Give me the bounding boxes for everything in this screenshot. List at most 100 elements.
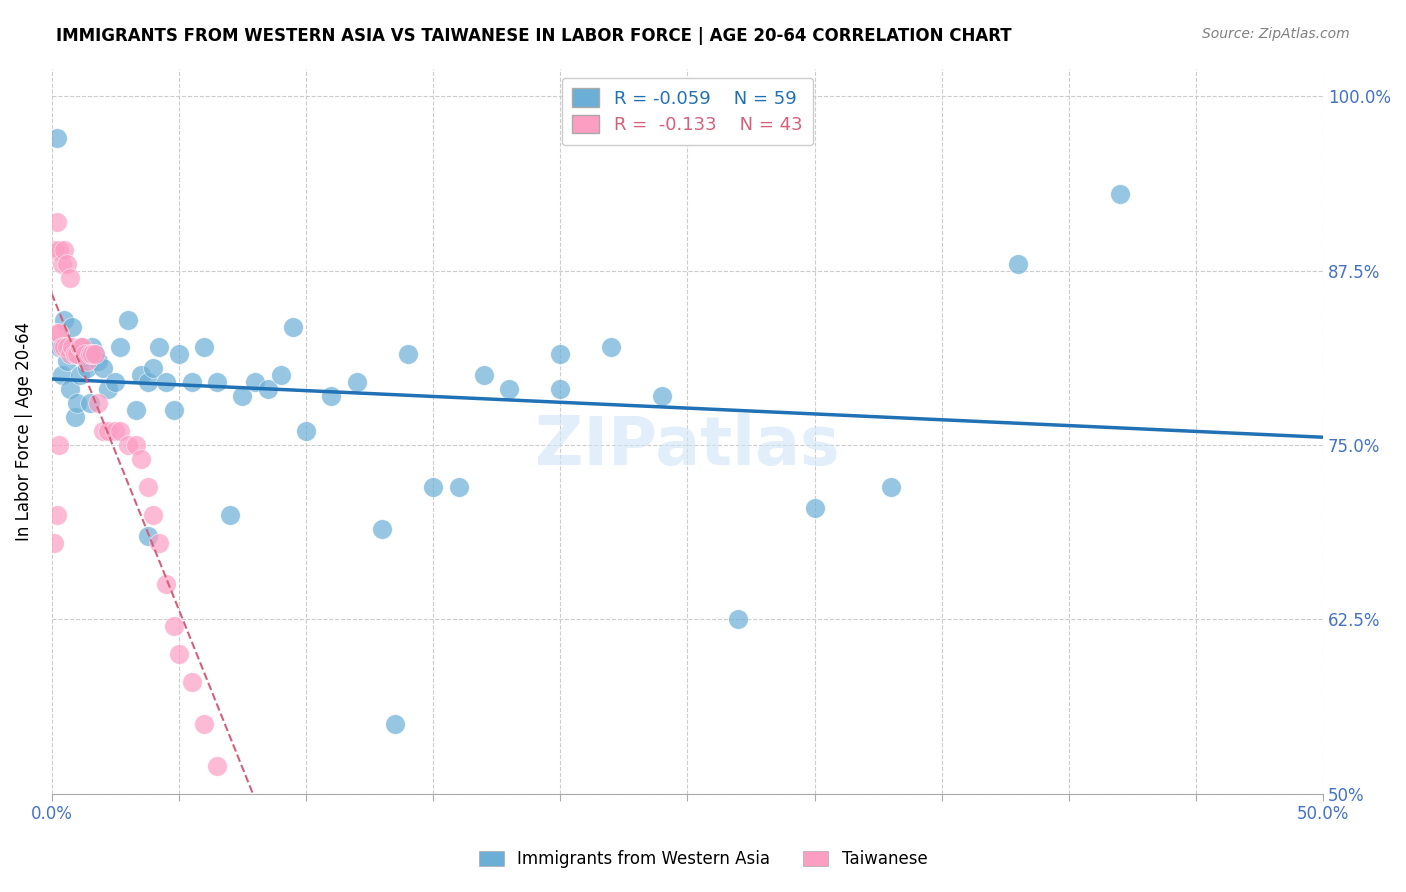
Text: IMMIGRANTS FROM WESTERN ASIA VS TAIWANESE IN LABOR FORCE | AGE 20-64 CORRELATION: IMMIGRANTS FROM WESTERN ASIA VS TAIWANES… [56, 27, 1012, 45]
Point [104, 424, 127, 438]
Point [231, 389, 253, 403]
Point [550, 382, 572, 396]
Point [84, 347, 107, 361]
Point [53, 340, 76, 354]
Point [163, 619, 186, 633]
Point [63, 410, 86, 425]
Point [148, 535, 170, 549]
Text: ZIPatlas: ZIPatlas [536, 413, 839, 479]
Point [72, 340, 94, 354]
Legend: R = -0.059    N = 59, R =  -0.133    N = 43: R = -0.059 N = 59, R = -0.133 N = 43 [561, 78, 813, 145]
Point [727, 612, 749, 626]
Point [371, 522, 394, 536]
Point [396, 347, 419, 361]
Point [91, 361, 114, 376]
Point [72, 340, 94, 354]
Point [138, 480, 160, 494]
Point [48, 243, 70, 257]
Point [104, 376, 127, 390]
Point [73, 350, 96, 364]
Point [73, 347, 96, 361]
Point [283, 319, 305, 334]
Point [63, 347, 86, 361]
Point [51, 368, 73, 383]
Point [218, 508, 240, 522]
Point [56, 354, 79, 368]
Point [472, 368, 495, 383]
Point [321, 389, 343, 403]
Point [82, 347, 104, 361]
Point [270, 368, 292, 383]
Point [60, 340, 83, 354]
Point [880, 480, 903, 494]
Point [803, 500, 825, 515]
Point [346, 376, 368, 390]
Point [53, 312, 76, 326]
Point [51, 257, 73, 271]
Point [167, 647, 190, 661]
Point [53, 243, 76, 257]
Point [167, 347, 190, 361]
Point [44, 243, 66, 257]
Point [82, 340, 104, 354]
Point [600, 340, 623, 354]
Point [193, 340, 215, 354]
Legend: Immigrants from Western Asia, Taiwanese: Immigrants from Western Asia, Taiwanese [472, 844, 934, 875]
Point [86, 354, 108, 368]
Point [79, 396, 101, 410]
Point [86, 396, 108, 410]
Point [110, 340, 132, 354]
Point [58, 270, 80, 285]
Point [58, 382, 80, 396]
Point [422, 480, 444, 494]
Point [76, 354, 98, 368]
Point [142, 508, 165, 522]
Point [84, 347, 107, 361]
Point [1108, 187, 1130, 202]
Point [447, 480, 470, 494]
Point [651, 389, 673, 403]
Point [45, 508, 67, 522]
Point [550, 347, 572, 361]
Point [44, 535, 66, 549]
Point [117, 438, 139, 452]
Point [91, 424, 114, 438]
Y-axis label: In Labor Force | Age 20-64: In Labor Force | Age 20-64 [15, 321, 32, 541]
Point [257, 382, 280, 396]
Point [45, 131, 67, 145]
Point [384, 717, 406, 731]
Point [205, 759, 228, 773]
Point [79, 347, 101, 361]
Point [180, 675, 202, 690]
Point [180, 376, 202, 390]
Point [60, 319, 83, 334]
Point [56, 340, 79, 354]
Point [155, 376, 177, 390]
Point [129, 452, 152, 467]
Point [69, 368, 91, 383]
Point [129, 368, 152, 383]
Point [45, 326, 67, 341]
Point [138, 376, 160, 390]
Point [97, 382, 120, 396]
Point [48, 326, 70, 341]
Point [45, 215, 67, 229]
Point [69, 340, 91, 354]
Point [205, 376, 228, 390]
Point [51, 340, 73, 354]
Point [48, 438, 70, 452]
Point [66, 396, 89, 410]
Point [243, 376, 266, 390]
Point [66, 347, 89, 361]
Point [97, 424, 120, 438]
Point [155, 577, 177, 591]
Point [1007, 257, 1029, 271]
Point [76, 361, 98, 376]
Point [124, 438, 146, 452]
Point [56, 257, 79, 271]
Point [138, 529, 160, 543]
Point [58, 347, 80, 361]
Point [163, 403, 186, 417]
Point [110, 424, 132, 438]
Text: Source: ZipAtlas.com: Source: ZipAtlas.com [1202, 27, 1350, 41]
